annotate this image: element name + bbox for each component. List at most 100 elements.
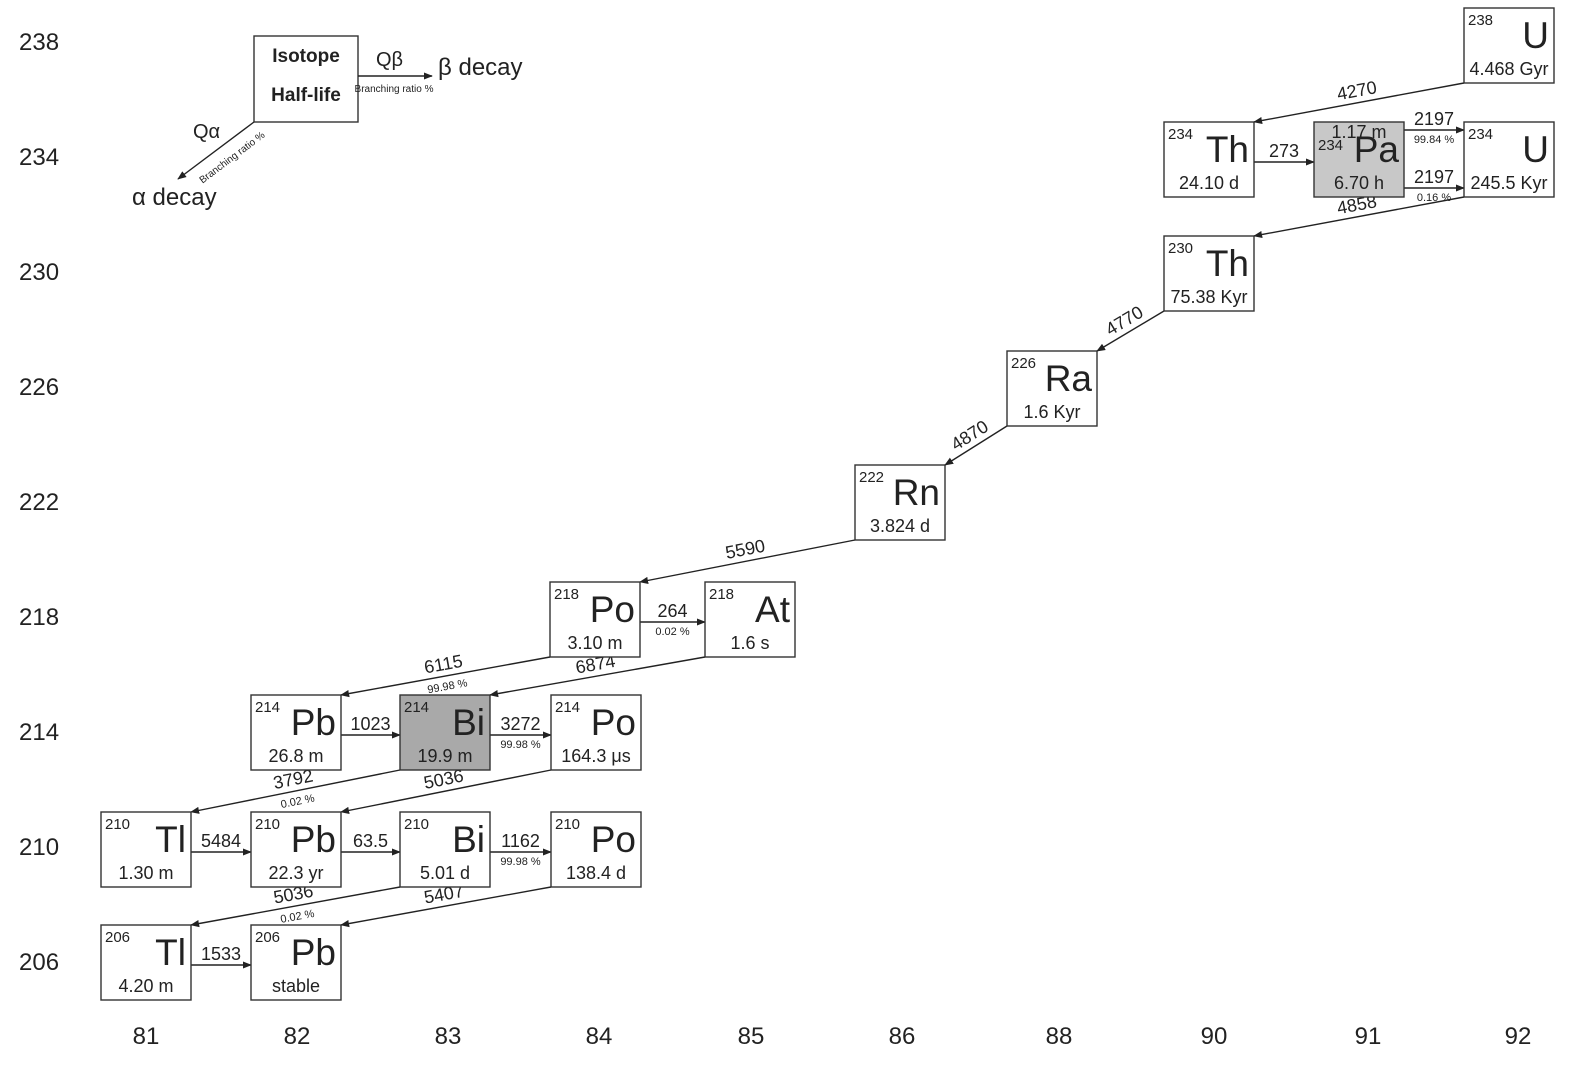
legend-isotope-label: Isotope: [272, 46, 340, 67]
x-tick-label: 86: [889, 1023, 916, 1050]
nuclide-mass-number: 206: [105, 929, 130, 946]
nuclide-box-pb214: 214 Pb 26.8 m: [250, 694, 342, 771]
decay-arrow-line: [1096, 310, 1165, 352]
decay-branching-ratio: 99.98 %: [500, 739, 541, 751]
nuclide-symbol: Tl: [155, 819, 186, 860]
legend-box: [253, 35, 359, 123]
nuclide-box-frame: [1006, 350, 1098, 427]
decay-q-value: 1023: [350, 714, 390, 734]
nuclide-half-life: 138.4 d: [566, 863, 626, 883]
decay-branching-ratio: 99.98 %: [427, 677, 469, 696]
legend-q-beta-label: Qβ: [376, 49, 403, 71]
legend: Isotope Half-life Qβ Branching ratio % β…: [132, 35, 523, 211]
nuclide-mass-number: 214: [404, 699, 429, 716]
nuclide-mass-number: 222: [859, 469, 884, 486]
decay-q-value: 5484: [201, 831, 241, 851]
x-tick-label: 84: [586, 1023, 613, 1050]
nuclide-box-bi210: 210 Bi 5.01 d: [399, 811, 491, 888]
decay-q-value: 2197: [1414, 167, 1454, 187]
nuclide-mass-number: 234: [1168, 126, 1193, 143]
nuclide-half-life: 24.10 d: [1179, 173, 1239, 193]
decay-alpha-th230-ra226: 4770: [1096, 302, 1165, 352]
nuclide-metastable-half-life: 1.17 m: [1331, 122, 1386, 142]
decay-beta-pa234-u234: 2197 99.84 %: [1404, 109, 1465, 146]
nuclide-mass-number: 234: [1468, 126, 1493, 143]
decay-beta-pb210-bi210: 63.5: [341, 831, 401, 856]
y-tick-label: 218: [19, 604, 59, 631]
nuclide-box-po210: 210 Po 138.4 d: [550, 811, 642, 888]
legend-half-life-label: Half-life: [271, 85, 341, 106]
x-tick-label: 81: [133, 1023, 160, 1050]
x-tick-label: 83: [435, 1023, 462, 1050]
y-tick-label: 222: [19, 489, 59, 516]
nuclide-mass-number: 218: [554, 586, 579, 603]
nuclide-box-frame: [1163, 235, 1255, 312]
nuclide-mass-number: 214: [555, 699, 580, 716]
decay-q-value: 3272: [500, 714, 540, 734]
nuclide-symbol: Bi: [452, 702, 485, 743]
legend-alpha-decay-label: α decay: [132, 184, 217, 211]
nuclide-mass-number: 210: [255, 816, 280, 833]
nuclide-box-frame: [1313, 121, 1405, 198]
y-axis: 238 234 230 226 222 218 214 210 206: [19, 29, 59, 976]
decay-arrow-line: [340, 656, 551, 698]
nuclide-box-frame: [100, 924, 192, 1001]
nuclide-box-pa234: 234 Pa 6.70 h 1.17 m: [1313, 121, 1405, 198]
nuclide-symbol: Po: [591, 819, 636, 860]
nuclide-box-frame: [1463, 121, 1555, 198]
y-tick-label: 210: [19, 834, 59, 861]
x-tick-label: 85: [738, 1023, 765, 1050]
nuclide-box-frame: [250, 811, 342, 888]
decay-beta-po218-at218: 264 0.02 %: [640, 601, 706, 638]
nuclide-box-frame: [250, 924, 342, 1001]
nuclide-box-po218: 218 Po 3.10 m: [549, 581, 641, 658]
nuclide-box-frame: [100, 811, 192, 888]
decay-beta-bi214-po214: 3272 99.98 %: [490, 714, 552, 751]
nuclide-half-life: 3.824 d: [870, 516, 930, 536]
nuclide-mass-number: 210: [105, 816, 130, 833]
nuclide-half-life: 245.5 Kyr: [1470, 173, 1547, 193]
nuclide-half-life: 4.468 Gyr: [1469, 59, 1548, 79]
nuclide-half-life: 19.9 m: [417, 746, 472, 766]
nuclide-box-th230: 230 Th 75.38 Kyr: [1163, 235, 1255, 312]
decay-q-value: 2197: [1414, 109, 1454, 129]
nuclide-mass-number: 234: [1318, 137, 1343, 154]
nuclide-half-life: 75.38 Kyr: [1170, 287, 1247, 307]
decay-branching-ratio: 0.02 %: [280, 792, 316, 811]
decay-arrow-line: [489, 656, 706, 698]
nuclide-box-po214: 214 Po 164.3 μs: [550, 694, 642, 771]
nuclide-half-life: 1.6 Kyr: [1023, 402, 1080, 422]
x-tick-label: 91: [1355, 1023, 1382, 1050]
y-tick-label: 230: [19, 259, 59, 286]
nuclide-half-life: stable: [272, 976, 320, 996]
nuclide-symbol: U: [1522, 129, 1549, 170]
x-tick-label: 90: [1201, 1023, 1228, 1050]
y-tick-label: 226: [19, 374, 59, 401]
decay-branching-ratio: 99.98 %: [500, 856, 541, 868]
decay-q-value: 1533: [201, 944, 241, 964]
decay-q-value: 1162: [501, 831, 540, 851]
decay-arrow-line: [1253, 82, 1465, 125]
legend-beta-decay-label: β decay: [438, 54, 523, 81]
nuclide-half-life: 4.20 m: [118, 976, 173, 996]
nuclide-box-frame: [704, 581, 796, 658]
decay-arrow-line: [1253, 196, 1465, 239]
y-tick-label: 214: [19, 719, 59, 746]
nuclide-half-life: 22.3 yr: [268, 863, 323, 883]
nuclide-box-u234: 234 U 245.5 Kyr: [1463, 121, 1555, 198]
nuclide-box-frame: [250, 694, 342, 771]
decay-beta-bi210-po210: 1162 99.98 %: [490, 831, 552, 868]
nuclide-mass-number: 214: [255, 699, 280, 716]
decay-q-value: 63.5: [353, 831, 388, 851]
nuclide-box-bi214: 214 Bi 19.9 m: [399, 694, 491, 771]
nuclide-half-life: 164.3 μs: [561, 746, 630, 766]
nuclide-box-at218: 218 At 1.6 s: [704, 581, 796, 658]
decay-alpha-rn222-po218: 5590: [639, 536, 856, 584]
decay-arrow-line: [190, 769, 401, 814]
decay-alpha-po214-pb210: 5036: [340, 766, 552, 814]
nuclide-mass-number: 206: [255, 929, 280, 946]
decay-arrow-line: [340, 886, 552, 928]
nuclide-symbol: Pb: [291, 702, 336, 743]
decay-beta-th234-pa234: 273: [1254, 141, 1315, 166]
